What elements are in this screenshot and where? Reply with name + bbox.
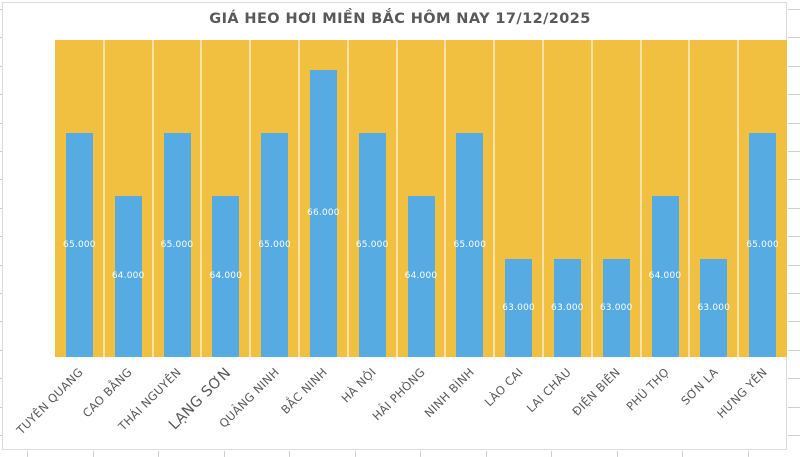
worksheet-gridline-tick [616, 451, 618, 457]
worksheet-gridline-tick [0, 65, 2, 67]
worksheet-gridline-tick [0, 122, 2, 124]
bar-value-label: 65.000 [63, 239, 96, 250]
worksheet-gridline-tick [420, 451, 421, 457]
worksheet-gridline-tick [788, 65, 800, 67]
bar-value-label: 64.000 [404, 271, 438, 282]
column-separator [688, 40, 691, 357]
worksheet-gridline-tick [0, 179, 2, 181]
bar-9[interactable]: 63.000 [502, 258, 535, 357]
worksheet-gridline-tick [0, 207, 2, 209]
bar-1[interactable]: 64.000 [111, 195, 145, 357]
bar-3[interactable]: 64.000 [209, 195, 243, 357]
worksheet-gridline-tick [223, 451, 225, 457]
bar-value-label: 63.000 [502, 302, 535, 313]
worksheet-gridline-tick [788, 349, 800, 351]
bar-4[interactable]: 65.000 [258, 132, 291, 357]
worksheet-gridline-tick [0, 435, 2, 436]
worksheet-gridline-tick [0, 321, 2, 323]
worksheet-gridline-tick [0, 378, 2, 380]
bar-7[interactable]: 64.000 [404, 195, 438, 357]
bar-value-label: 63.000 [551, 302, 584, 313]
bar-value-label: 65.000 [746, 239, 779, 250]
bar-value-label: 64.000 [209, 271, 243, 282]
worksheet-gridline-tick [788, 122, 800, 124]
worksheet-gridline-tick [0, 349, 2, 351]
column-separator [151, 40, 154, 357]
column-separator [542, 40, 544, 357]
bar-value-label: 64.000 [111, 271, 145, 282]
bar-2[interactable]: 65.000 [160, 132, 194, 357]
worksheet-gridline-tick [788, 207, 800, 209]
column-separator [590, 40, 593, 357]
worksheet-gridline-tick [788, 435, 800, 436]
worksheet-gridline-tick [788, 94, 800, 96]
bar-value-label: 65.000 [355, 239, 389, 250]
column-separator [249, 40, 252, 357]
bar-14[interactable]: 65.000 [746, 132, 779, 357]
worksheet-gridline-tick [158, 451, 159, 457]
column-separator [298, 40, 300, 357]
bar-5[interactable]: 66.000 [307, 69, 340, 357]
worksheet-gridline-tick [788, 236, 800, 238]
bar-value-label: 65.000 [453, 239, 487, 250]
worksheet-gridline-tick [788, 406, 800, 408]
worksheet-gridline-tick [788, 264, 800, 266]
column-separator [395, 40, 398, 357]
worksheet-gridline-tick [0, 236, 2, 238]
column-separator [444, 40, 447, 357]
worksheet-gridline-tick [788, 378, 800, 380]
column-separator [493, 40, 496, 357]
bar-value-label: 63.000 [697, 302, 731, 313]
bar-10[interactable]: 63.000 [551, 258, 584, 357]
bar-11[interactable]: 63.000 [599, 258, 633, 357]
worksheet-gridline-tick [485, 451, 487, 457]
bar-12[interactable]: 64.000 [648, 195, 682, 357]
worksheet-gridline-tick [0, 264, 2, 266]
bar-0[interactable]: 65.000 [63, 132, 96, 357]
worksheet-gridline-tick [27, 451, 28, 457]
worksheet-gridline-tick [0, 293, 2, 294]
column-separator [102, 40, 105, 357]
worksheet-gridline-tick [0, 9, 2, 10]
worksheet-gridline-tick [289, 451, 290, 457]
bar-value-label: 65.000 [160, 239, 194, 250]
bar-value-label: 63.000 [599, 302, 633, 313]
bar-value-label: 64.000 [648, 271, 682, 282]
bar-6[interactable]: 65.000 [355, 132, 389, 357]
worksheet-gridline-tick [0, 406, 2, 408]
worksheet-gridline-tick [551, 451, 552, 457]
bar-value-label: 65.000 [258, 239, 291, 250]
bar-8[interactable]: 65.000 [453, 132, 487, 357]
worksheet-gridline-tick [0, 151, 2, 152]
column-separator [737, 40, 740, 357]
worksheet-gridline-tick [788, 9, 800, 10]
bar-value-label: 66.000 [307, 208, 340, 219]
bar-13[interactable]: 63.000 [697, 258, 731, 357]
worksheet-gridline-tick [682, 451, 683, 457]
worksheet-gridline-tick [788, 151, 800, 152]
worksheet-gridline-tick [0, 94, 2, 96]
column-separator [639, 40, 642, 357]
column-separator [346, 40, 349, 357]
worksheet-gridline-tick [747, 451, 749, 457]
plot-area[interactable]: 65.000 64.000 65.000 64.000 65.000 66.000 65.0… [55, 40, 787, 357]
worksheet-gridline-tick [788, 321, 800, 323]
column-separator [200, 40, 203, 357]
worksheet-gridline-tick [788, 293, 800, 294]
worksheet-gridline-tick [92, 451, 94, 457]
worksheet-gridline-tick [788, 37, 800, 39]
worksheet-gridline-tick [0, 37, 2, 39]
chart-title: GIÁ HEO HƠI MIỀN BẮC HÔM NAY 17/12/2025 [209, 11, 591, 27]
worksheet-gridline-tick [354, 451, 356, 457]
worksheet-gridline-tick [788, 179, 800, 181]
